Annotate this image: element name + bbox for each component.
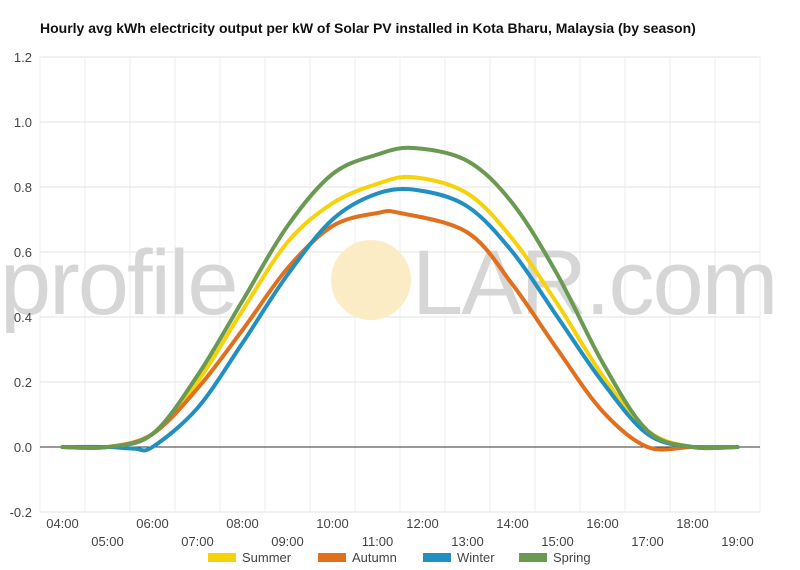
legend-label-winter: Winter [457,550,495,565]
legend-swatch-winter [423,553,451,562]
x-tick-label: 05:00 [91,534,124,549]
x-tick-label: 15:00 [541,534,574,549]
watermark-text-left: profile [0,232,237,334]
legend-swatch-spring [519,553,547,562]
x-tick-label: 07:00 [181,534,214,549]
x-tick-label: 04:00 [46,516,79,531]
x-tick-label: 13:00 [451,534,484,549]
y-tick-label: 0.8 [14,180,32,195]
y-tick-label: 0.4 [14,310,32,325]
y-tick-label: -0.2 [10,505,32,520]
legend: Summer Autumn Winter Spring [208,550,591,565]
y-tick-label: 0.2 [14,375,32,390]
grid-layer [39,56,761,513]
watermark-text-right: LAR.com [412,232,776,334]
series-line-autumn [60,208,740,452]
y-tick-label: 1.2 [14,50,32,65]
legend-label-summer: Summer [242,550,292,565]
y-tick-label: 0.6 [14,245,32,260]
x-tick-label: 18:00 [676,516,709,531]
x-tick-label: 14:00 [496,516,529,531]
legend-label-autumn: Autumn [352,550,397,565]
series-layer [60,145,740,453]
legend-label-spring: Spring [553,550,591,565]
watermark: profile LAR.com [0,232,778,334]
x-tick-label: 12:00 [406,516,439,531]
x-tick-label: 11:00 [362,534,394,549]
x-tick-label: 17:00 [631,534,664,549]
x-tick-label: 10:00 [316,516,349,531]
series-line-spring [60,145,740,451]
chart-title: Hourly avg kWh electricity output per kW… [40,20,696,36]
legend-swatch-autumn [318,553,346,562]
x-tick-label: 19:00 [721,534,754,549]
y-tick-label: 1.0 [14,115,32,130]
series-line-winter [60,187,740,453]
legend-swatch-summer [208,553,236,562]
x-tick-label: 08:00 [226,516,259,531]
y-tick-label: 0.0 [14,440,32,455]
x-tick-label: 16:00 [586,516,619,531]
series-line-summer [60,174,740,451]
x-tick-label: 06:00 [136,516,169,531]
axis-layer: -0.2 0.0 0.2 0.4 0.6 0.8 1.0 1.2 04:00 05:00 06:00… [10,50,760,549]
watermark-sun-icon [331,240,411,320]
x-tick-label: 09:00 [271,534,304,549]
